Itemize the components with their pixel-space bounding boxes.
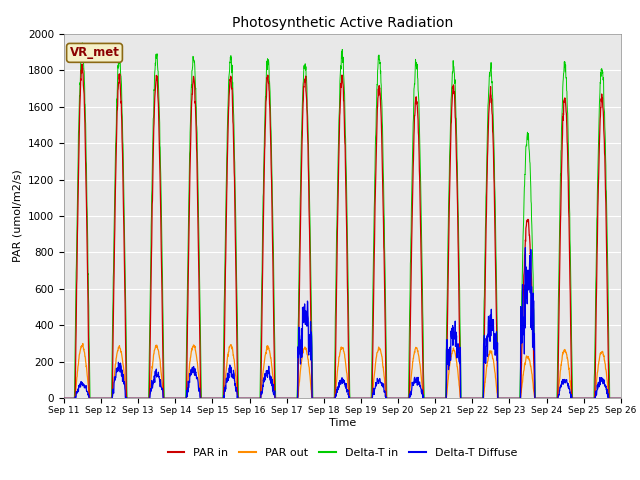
Legend: PAR in, PAR out, Delta-T in, Delta-T Diffuse: PAR in, PAR out, Delta-T in, Delta-T Dif…	[163, 443, 522, 462]
Y-axis label: PAR (umol/m2/s): PAR (umol/m2/s)	[12, 169, 22, 263]
Title: Photosynthetic Active Radiation: Photosynthetic Active Radiation	[232, 16, 453, 30]
X-axis label: Time: Time	[329, 418, 356, 428]
Text: VR_met: VR_met	[70, 47, 120, 60]
